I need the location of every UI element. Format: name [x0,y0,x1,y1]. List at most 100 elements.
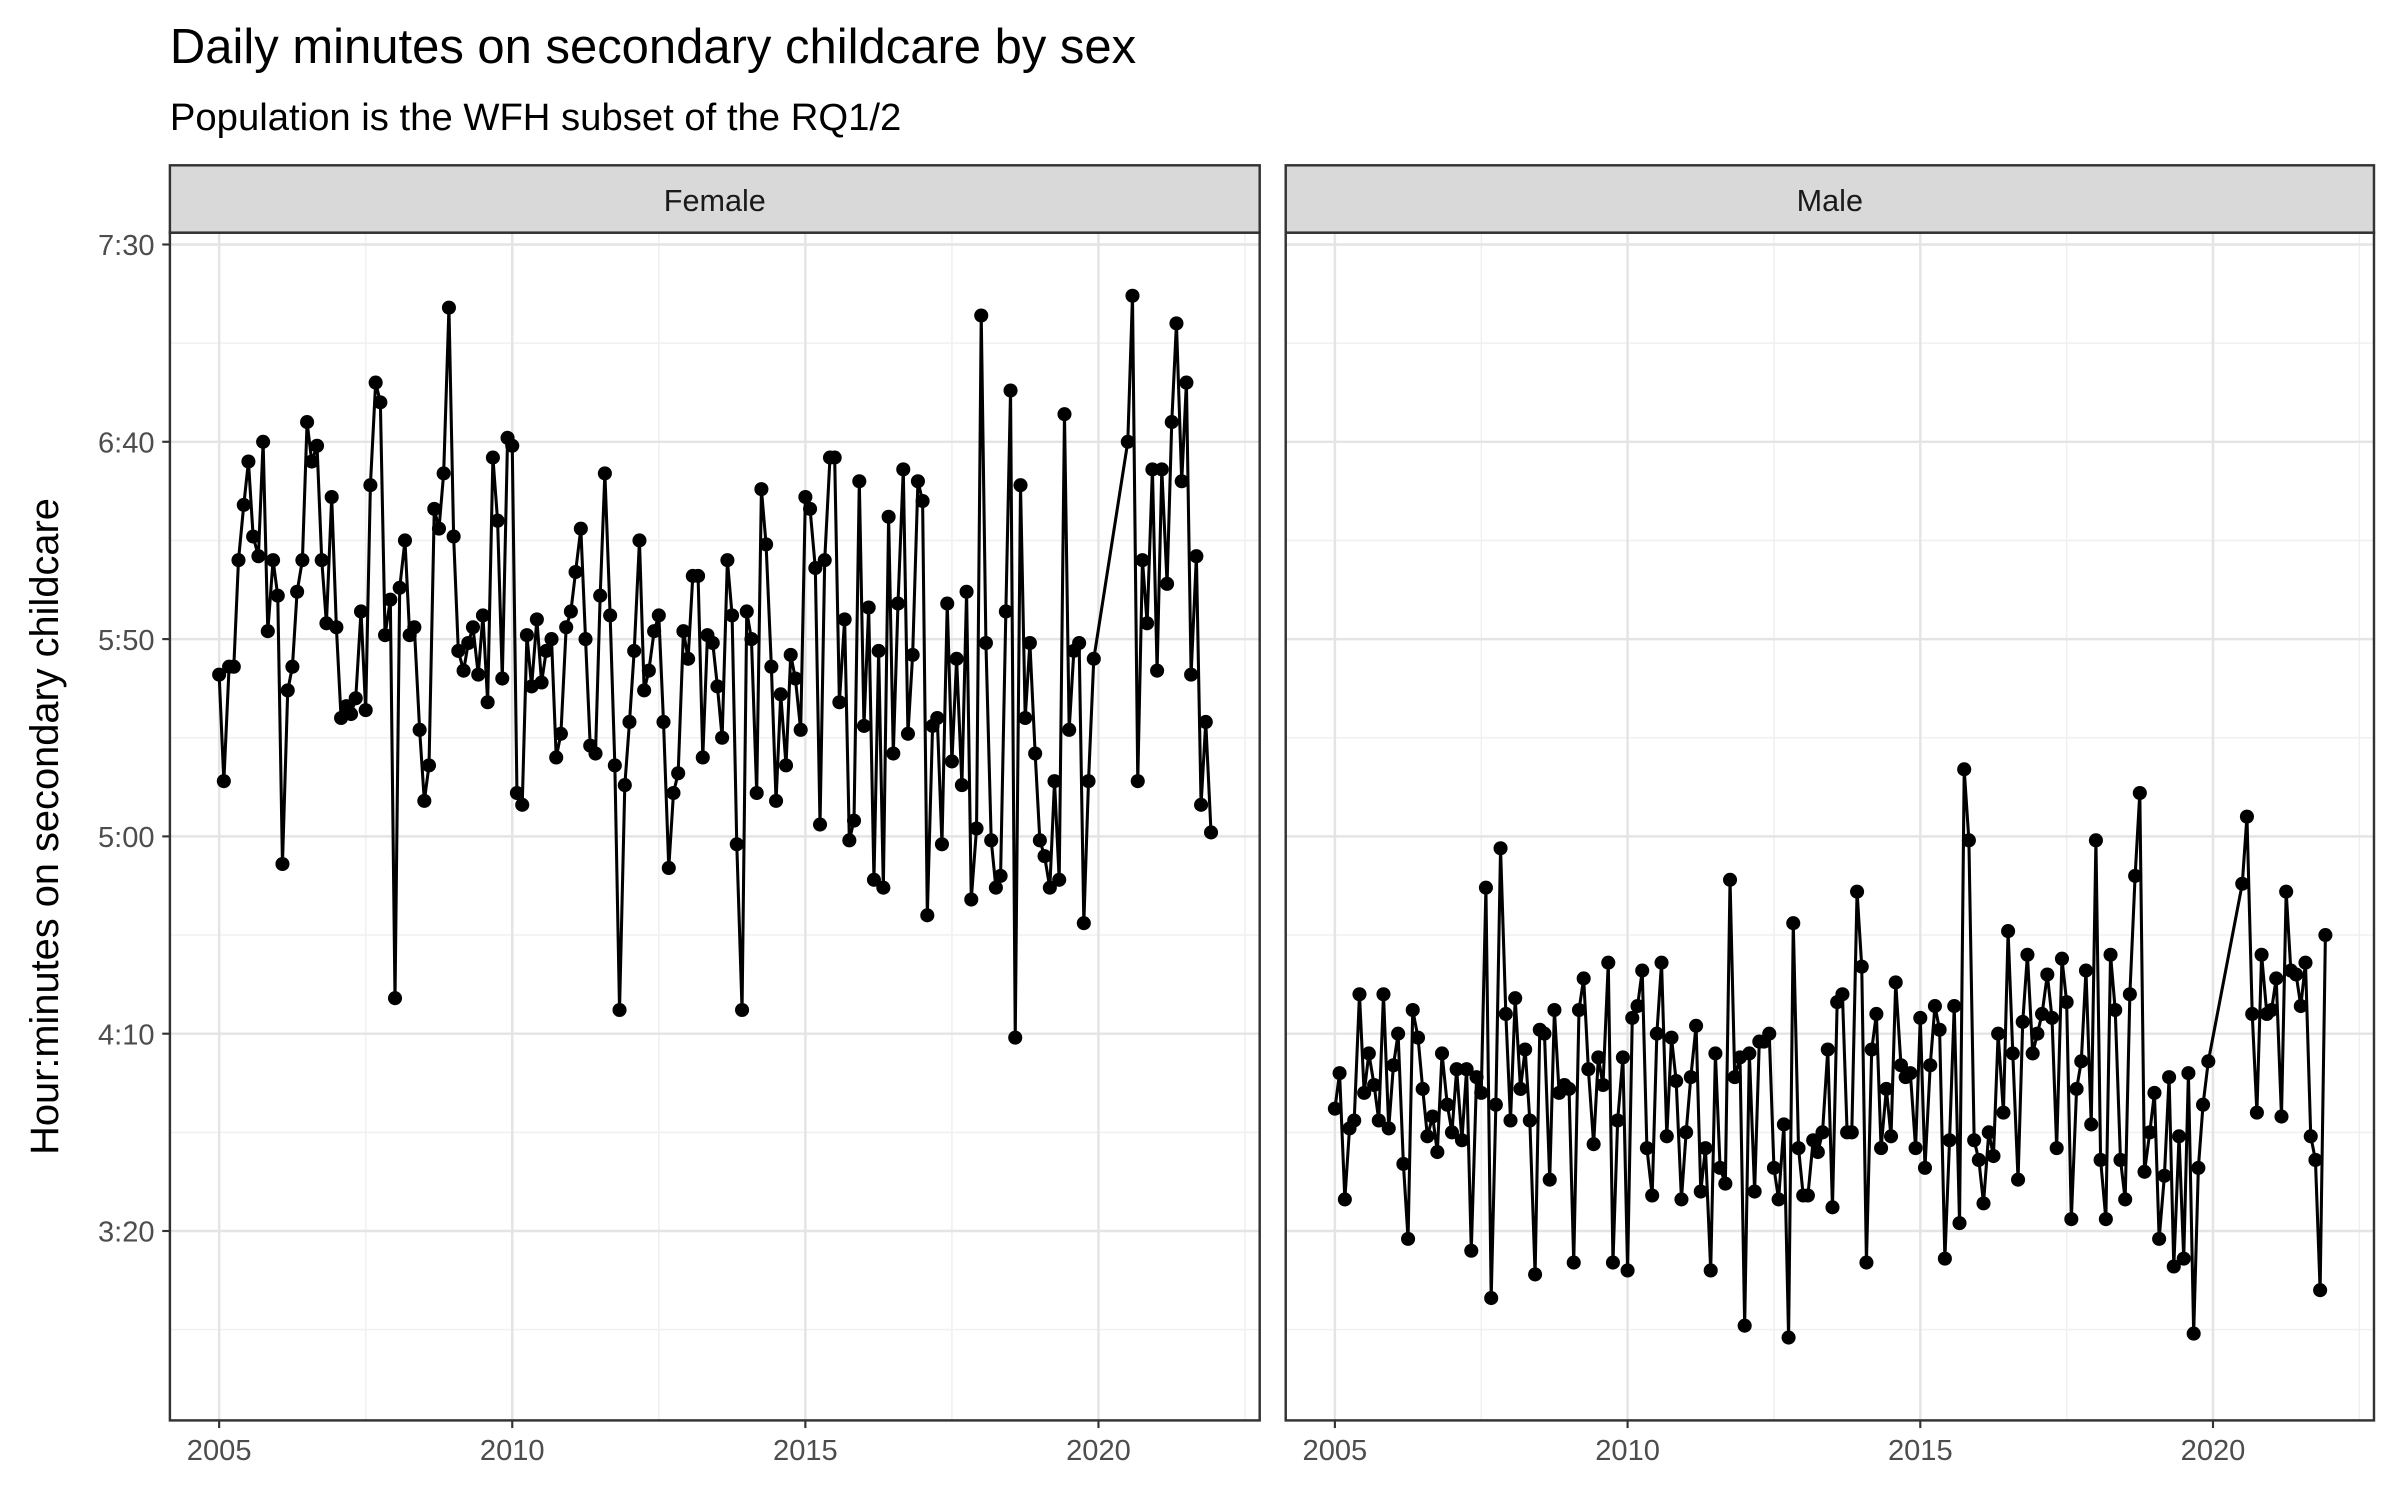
data-point [446,529,461,544]
data-point [456,663,471,678]
data-point [412,722,427,737]
data-point [1013,478,1028,493]
data-point [1028,746,1043,761]
data-point [436,466,451,481]
data-point [549,750,564,765]
data-point [915,493,930,509]
data-point [896,462,911,477]
data-point [353,604,369,619]
data-point [1942,1133,1957,1148]
data-point [1518,1042,1533,1057]
data-point [1327,1101,1342,1116]
data-point [2122,987,2137,1002]
data-point [1410,1030,1426,1045]
data-point [397,533,413,548]
data-point [1003,383,1018,398]
data-point [1986,1148,2001,1164]
data-point [1581,1062,1596,1077]
data-point [1125,288,1140,303]
data-point [612,1002,627,1018]
data-point [1947,999,1962,1014]
data-point [1927,999,1942,1014]
data-point [421,758,437,773]
data-point [1052,872,1067,887]
data-point [1971,1152,1986,1168]
data-point [1386,1058,1401,1073]
y-tick-label: 5:50 [98,625,155,657]
data-point [485,450,500,465]
data-point [1169,316,1184,331]
panel-background [1285,232,2374,1421]
data-point [573,521,588,536]
data-point [2001,924,2016,939]
data-point [1396,1156,1411,1171]
data-point [348,691,363,706]
data-point [1693,1184,1708,1199]
data-point [1854,959,1869,974]
data-point [886,746,901,761]
data-point [427,501,442,516]
data-point [2147,1085,2162,1100]
data-point [266,553,281,568]
data-point [2069,1081,2084,1096]
data-point [827,450,842,465]
x-tick-label: 2005 [187,1435,252,1467]
data-point [993,868,1008,883]
data-point [1888,975,1903,990]
data-point [2128,868,2143,883]
data-point [539,643,554,658]
data-point [300,415,315,430]
data-point [226,659,241,674]
data-point [1722,872,1738,887]
data-point [270,588,285,603]
data-point [783,647,798,662]
data-point [1810,1145,1825,1160]
data-point [1367,1077,1382,1093]
data-point [2108,1002,2123,1018]
data-point [793,722,808,737]
data-point [1649,1026,1664,1041]
data-point [842,833,857,848]
data-point [368,375,383,390]
data-point [407,620,422,635]
data-point [666,785,681,801]
x-tick-label: 2010 [480,1435,545,1467]
data-point [910,474,925,489]
data-point [778,758,794,773]
y-tick-label: 3:20 [98,1217,155,1249]
data-point [1654,955,1669,970]
data-point [1130,774,1145,789]
data-point [2074,1054,2089,1069]
data-point [363,478,378,493]
data-point [1591,1050,1606,1065]
data-point [1086,651,1101,666]
data-point [275,856,290,872]
data-point [2030,1026,2045,1041]
data-point [710,679,725,694]
data-point [1727,1070,1742,1085]
data-point [1498,1006,1513,1022]
data-point [1683,1070,1698,1085]
y-tick-label: 5:00 [98,822,155,854]
data-point [1639,1141,1654,1156]
data-point [509,785,524,801]
data-point [2279,884,2294,899]
data-point [1786,916,1801,931]
data-point [852,474,867,489]
data-point [392,580,407,595]
data-point [1967,1133,1982,1148]
data-point [715,730,730,745]
data-point [2015,1014,2030,1029]
data-point [2201,1054,2216,1069]
data-point [1674,1192,1689,1207]
data-point [246,529,261,544]
data-point [1420,1129,1435,1144]
data-point [1430,1145,1445,1160]
data-point [553,726,568,741]
data-point [441,300,456,315]
panel-background [169,232,1260,1421]
data-point [1601,955,1616,970]
data-point [515,797,530,812]
data-point [1742,1046,1757,1061]
data-point [1440,1097,1455,1112]
